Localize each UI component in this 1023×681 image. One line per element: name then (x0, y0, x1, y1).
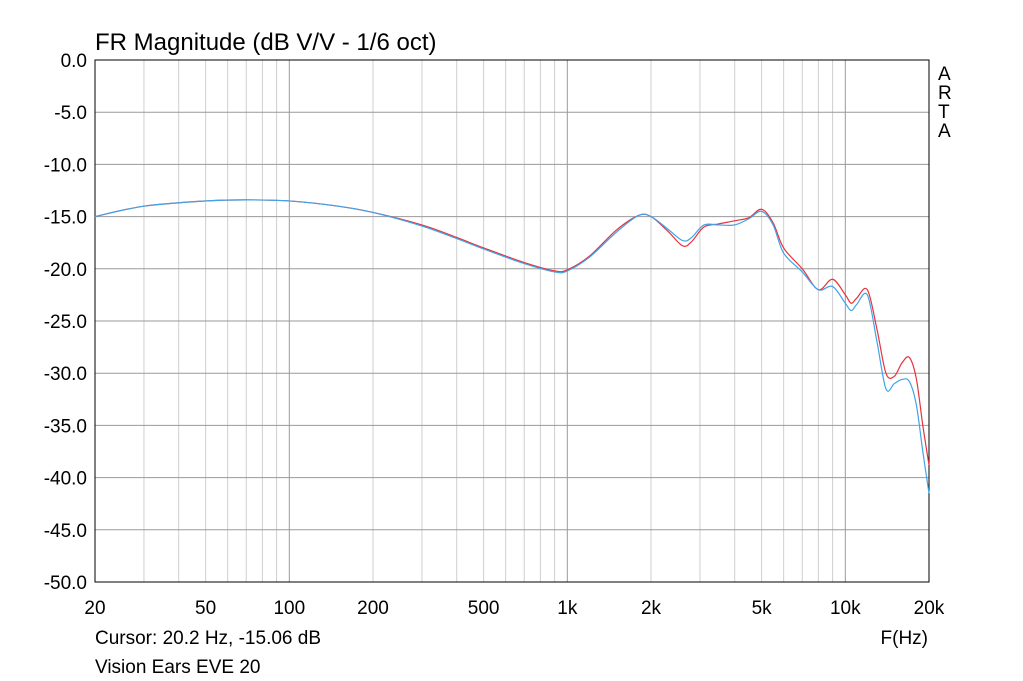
y-tick-label: -35.0 (44, 416, 87, 437)
y-tick-label: -40.0 (44, 469, 87, 490)
cursor-readout: Cursor: 20.2 Hz, -15.06 dB (95, 628, 321, 649)
device-name: Vision Ears EVE 20 (95, 657, 260, 678)
y-tick-label: -15.0 (44, 208, 87, 229)
y-tick-label: -50.0 (44, 573, 87, 594)
y-tick-label: -5.0 (54, 103, 87, 124)
plot-frame (94, 59, 930, 583)
x-axis-label: F(Hz) (881, 628, 928, 649)
y-tick-label: -20.0 (44, 260, 87, 281)
y-tick-label: -25.0 (44, 312, 87, 333)
x-tick-label: 2k (641, 598, 662, 619)
x-tick-label: 20k (914, 598, 945, 619)
x-tick-label: 50 (195, 598, 216, 619)
series-line-2 (94, 199, 930, 494)
x-tick-label: 500 (468, 598, 500, 619)
x-tick-label: 100 (273, 598, 305, 619)
y-tick-label: -45.0 (44, 521, 87, 542)
x-tick-label: 200 (357, 598, 389, 619)
y-axis-ticks: 0.0 -5.0 -10.0 -15.0 -20.0 -25.0 -30.0 -35.0 -40… (44, 51, 87, 594)
grid (95, 60, 929, 582)
y-tick-label: -10.0 (44, 155, 87, 176)
chart-title: FR Magnitude (dB V/V - 1/6 oct) (95, 29, 436, 56)
series-layer (94, 199, 930, 494)
x-axis-ticks: 20 50 100 200 500 1k 2k 5k 10k 20k (84, 598, 944, 619)
x-tick-label: 5k (752, 598, 773, 619)
x-tick-label: 20 (84, 598, 105, 619)
x-tick-label: 1k (557, 598, 578, 619)
x-tick-label: 10k (830, 598, 861, 619)
y-tick-label: -30.0 (44, 364, 87, 385)
y-tick-label: 0.0 (61, 51, 87, 72)
